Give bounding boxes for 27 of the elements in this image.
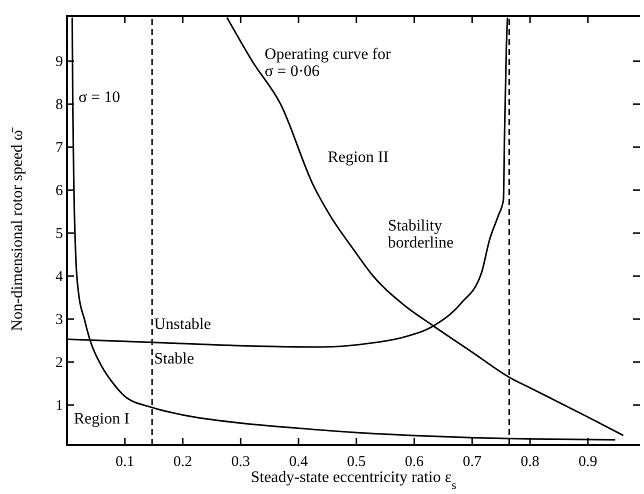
x-axis-title: Steady-state eccentricity ratio ε$_{s}$ [250,469,457,492]
y-tick-label: 2 [56,355,63,372]
x-tick-label: 0.8 [520,454,540,470]
y-tick-label: 9 [56,54,63,70]
y-tick-label: 1 [56,398,63,414]
x-tick-label: 0.1 [116,454,134,470]
x-tick-label: 0.9 [578,454,598,470]
x-tick-label: 0.7 [462,454,482,470]
x-tick-label: 0.4 [289,454,308,470]
annotation: σ = 10 [78,88,120,106]
y-tick-label: 8 [56,97,63,114]
annotation: Unstable [154,316,211,334]
x-tick-label: 0.6 [404,454,424,470]
x-tick-label: 0.3 [231,454,250,470]
y-tick-label: 6 [56,183,64,200]
x-tick-label: 0.5 [347,454,366,470]
x-tick-label: 0.2 [173,454,192,470]
y-tick-label: 3 [56,312,63,328]
annotation: Stable [154,350,194,368]
annotation: Region I [74,410,130,428]
y-axis-title: Non-dimensional rotor speed ω̄ [9,126,26,332]
y-tick-label: 4 [56,269,64,286]
annotation: Stability borderline [388,218,454,252]
y-tick-label: 7 [56,140,64,156]
annotation: Operating curve for σ = 0·06 [264,46,392,80]
annotation: Region II [328,148,389,166]
y-tick-label: 5 [56,226,63,242]
